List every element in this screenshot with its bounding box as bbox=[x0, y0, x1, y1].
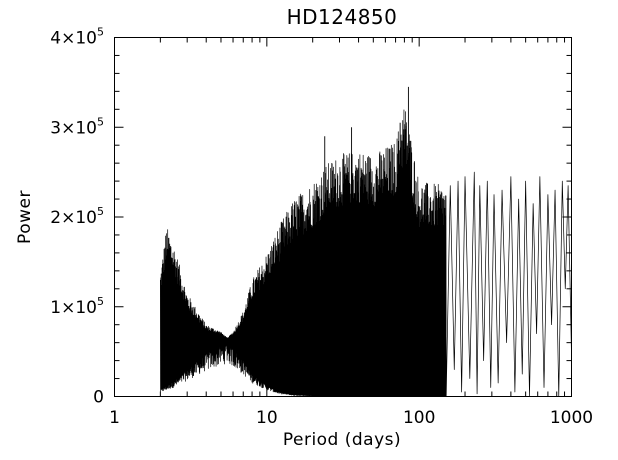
periodogram-series bbox=[160, 86, 572, 397]
y-tick-label: 1×105 bbox=[50, 295, 104, 318]
x-tick-label: 10 bbox=[256, 408, 278, 428]
x-tick-label: 1000 bbox=[550, 408, 593, 428]
y-tick-label: 4×105 bbox=[50, 26, 104, 49]
y-axis-label: Power bbox=[15, 190, 35, 244]
x-tick-label: 1 bbox=[109, 408, 120, 428]
y-tick-label: 2×105 bbox=[50, 205, 104, 228]
y-tick-label: 3×105 bbox=[50, 115, 104, 138]
x-tick-label: 100 bbox=[403, 408, 435, 428]
x-axis: 1 10 100 1000 bbox=[109, 37, 593, 428]
y-tick-label: 0 bbox=[93, 388, 104, 408]
power-line bbox=[160, 109, 572, 397]
x-axis-label: Period (days) bbox=[283, 430, 401, 450]
y-axis: 0 1×105 2×105 3×105 4×105 bbox=[50, 26, 572, 408]
chart-title: HD124850 bbox=[287, 5, 398, 29]
